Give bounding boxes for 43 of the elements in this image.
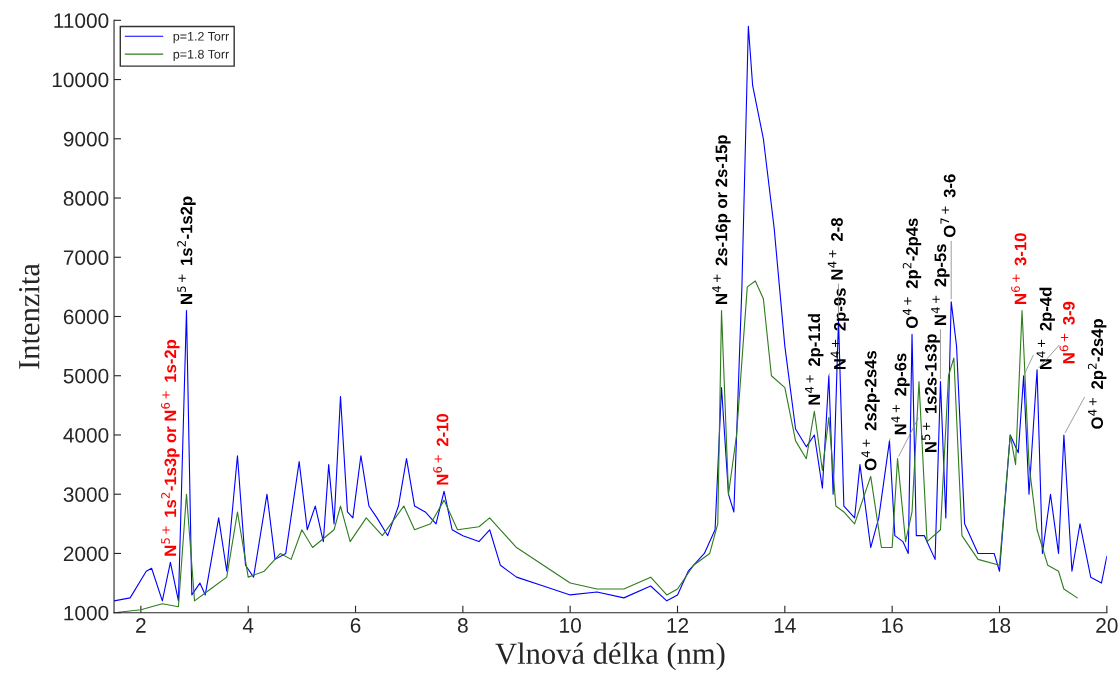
x-tick-label: 6 [350,618,361,633]
annotation: N$^{6+}$ 2-10 [433,413,449,485]
annotation: N$^{4+}$ 2-8 [827,217,843,280]
y-tick-label: 3000 [63,487,109,502]
x-tick-label: 8 [457,618,468,633]
y-tick-label: 10000 [52,72,109,88]
y-tick-label: 1000 [64,605,109,621]
annotation: O$^{7+}$ 3-6 [940,174,956,238]
y-tick-label: 2000 [63,546,109,562]
annotation: N$^{4+}$ 2p-4d [1036,287,1055,370]
x-tick-label: 4 [242,618,254,633]
y-tick-label: 8000 [63,191,109,206]
x-tick-label: 14 [774,618,796,633]
y-tick-label: 7000 [63,250,109,266]
annotation: N$^{4+}$ 2p-11d [805,314,824,405]
y-axis-title: Intenzita [18,263,40,369]
annotation: N$^{5+}$ 1s$^{2}$-1s2p [177,196,196,304]
x-tick-label: 12 [667,618,689,633]
x-tick-label: 2 [136,618,146,633]
x-tick-label: 18 [989,618,1011,633]
annotation: N$^{6+}$ 3-9 [1059,301,1075,364]
legend-label: p=1.2 Torr [173,31,229,44]
y-tick-label: 5000 [63,368,109,384]
y-tick-label: 11000 [54,13,109,29]
x-tick-label: 16 [882,618,903,633]
line-series [114,25,1107,602]
annotation: N$^{5+}$ 1s2s-1s3p [921,334,940,452]
legend-label: p=1.8 Torr [173,49,229,62]
annotation: O$^{4+}$ 2s2p-2s4s [861,351,880,471]
x-axis-title: Vlnová délka (nm) [495,642,725,671]
y-tick-label: 6000 [63,309,109,325]
y-tick-label: 4000 [63,427,109,443]
annotation: N$^{4+}$ 2p-9s [830,288,850,370]
annotation: O$^{4+}$ 2p$^{2}$-2p4s [902,218,922,329]
x-tick-label: 20 [1096,618,1118,633]
annotation: N$^{4+}$ 2s-16p or 2s-15p [712,135,731,304]
y-tick-label: 9000 [63,131,109,147]
annotation: N$^{6+}$ 3-10 [1011,233,1027,304]
annotation: N$^{5+}$ 1s$^{2}$-1s3p or N$^{6+}$ 1s-2p [161,339,180,556]
x-tick-label: 10 [560,618,581,633]
annotation: N$^{4+}$ 2p-6s [891,353,910,435]
annotation: N$^{4+}$ 2p-5s [931,244,950,325]
annotation: O$^{4+}$ 2p$^{2}$-2s4p [1087,319,1107,429]
